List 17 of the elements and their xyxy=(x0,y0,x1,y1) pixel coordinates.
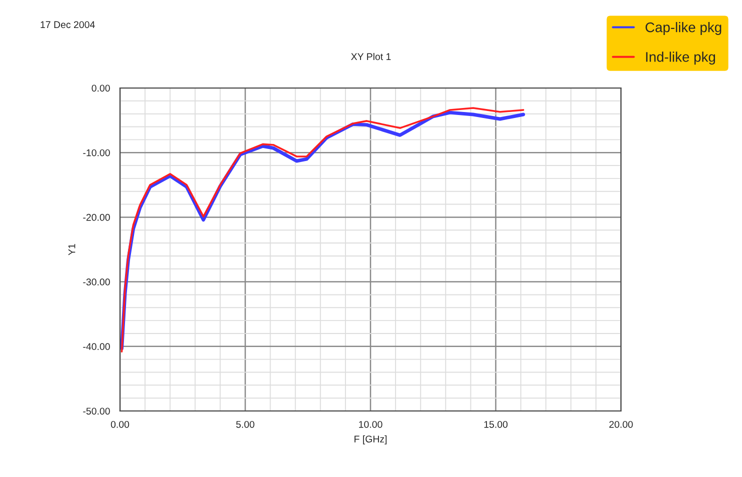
y-tick-label: 0.00 xyxy=(92,84,110,92)
legend-label: Ind-like pkg xyxy=(646,52,716,65)
x-tick-label: 5.00 xyxy=(236,420,254,428)
legend-label: Cap-like pkg xyxy=(646,22,722,35)
x-tick-label: 15.00 xyxy=(484,420,508,428)
y-tick-label: -10.00 xyxy=(83,149,110,156)
chart-title: XY Plot 1 xyxy=(351,52,391,60)
text: 17 Dec 2004 xyxy=(40,21,95,28)
y-axis-title: Y1 xyxy=(68,244,76,256)
x-tick-label: 0.00 xyxy=(110,420,130,428)
x-tick-label: 20.00 xyxy=(609,420,633,428)
y-tick-label: -40.00 xyxy=(83,343,110,350)
y-tick-label: -50.00 xyxy=(83,408,110,415)
y-tick-label: -30.00 xyxy=(83,278,110,286)
x-tick-label: 10.00 xyxy=(359,420,382,428)
x-axis-title: F [GHz] xyxy=(354,435,387,444)
y-tick-label: -20.00 xyxy=(83,214,110,221)
